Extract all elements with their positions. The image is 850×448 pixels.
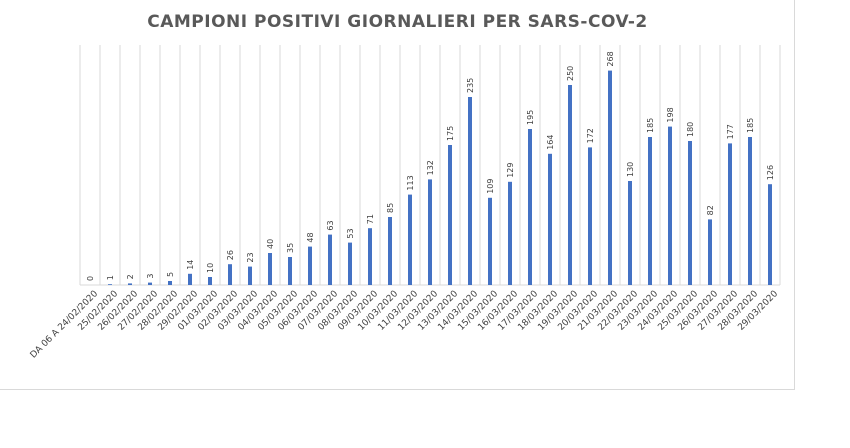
data-label: 185 (746, 118, 755, 133)
data-label: 185 (646, 118, 655, 133)
data-label: 2 (126, 274, 135, 279)
bar (448, 145, 452, 285)
chart-title: CAMPIONI POSITIVI GIORNALIERI PER SARS-C… (147, 12, 648, 32)
data-label: 180 (686, 122, 695, 137)
bar (408, 194, 412, 285)
data-label: 172 (586, 128, 595, 143)
bar (708, 219, 712, 285)
data-label: 82 (706, 205, 715, 215)
data-label: 85 (386, 203, 395, 213)
bar (248, 266, 252, 285)
bar (748, 137, 752, 285)
bar (668, 126, 672, 285)
data-label: 40 (266, 239, 275, 249)
bar (268, 253, 272, 285)
bar (348, 242, 352, 285)
bar (188, 273, 192, 285)
data-label: 71 (366, 214, 375, 224)
bar (528, 129, 532, 285)
bar (588, 147, 592, 285)
data-label: 235 (466, 78, 475, 93)
data-label: 14 (186, 260, 195, 270)
bar (228, 264, 232, 285)
data-label: 130 (626, 162, 635, 177)
data-label: 250 (566, 66, 575, 81)
bar (728, 143, 732, 285)
data-label: 268 (606, 51, 615, 66)
data-label: 23 (246, 252, 255, 262)
data-label: 126 (766, 165, 775, 180)
data-label: 129 (506, 163, 515, 178)
bar (288, 257, 292, 285)
data-label: 10 (206, 263, 215, 273)
bar (548, 153, 552, 285)
data-label: 164 (546, 135, 555, 150)
bar (468, 97, 472, 285)
bar (128, 283, 132, 285)
data-label: 113 (406, 175, 415, 190)
data-label: 5 (166, 272, 175, 277)
data-label: 198 (666, 107, 675, 122)
bar (428, 179, 432, 285)
bar (308, 246, 312, 285)
bar (508, 181, 512, 285)
bar (648, 137, 652, 285)
data-label: 53 (346, 228, 355, 238)
data-label: 1 (106, 275, 115, 280)
bar (768, 184, 772, 285)
bar (568, 85, 572, 285)
data-label: 3 (146, 274, 155, 279)
bar (148, 282, 152, 285)
data-label: 109 (486, 179, 495, 194)
bar (368, 228, 372, 285)
bar (628, 181, 632, 285)
data-label: 0 (86, 276, 95, 281)
bar (488, 197, 492, 285)
bar (168, 281, 172, 285)
data-label: 26 (226, 250, 235, 260)
data-label: 177 (726, 124, 735, 139)
data-label: 35 (286, 243, 295, 253)
bar (688, 141, 692, 285)
bar-chart: 0DA 06 A 24/02/2020125/02/2020226/02/202… (29, 45, 781, 360)
bar (108, 284, 112, 285)
bar (328, 234, 332, 285)
chart-area: CAMPIONI POSITIVI GIORNALIERI PER SARS-C… (0, 0, 795, 390)
data-label: 63 (326, 220, 335, 230)
bar (608, 70, 612, 285)
bar (208, 277, 212, 285)
data-label: 175 (446, 126, 455, 141)
data-label: 195 (526, 110, 535, 125)
data-label: 48 (306, 232, 315, 242)
data-label: 132 (426, 160, 435, 175)
bar (388, 217, 392, 285)
